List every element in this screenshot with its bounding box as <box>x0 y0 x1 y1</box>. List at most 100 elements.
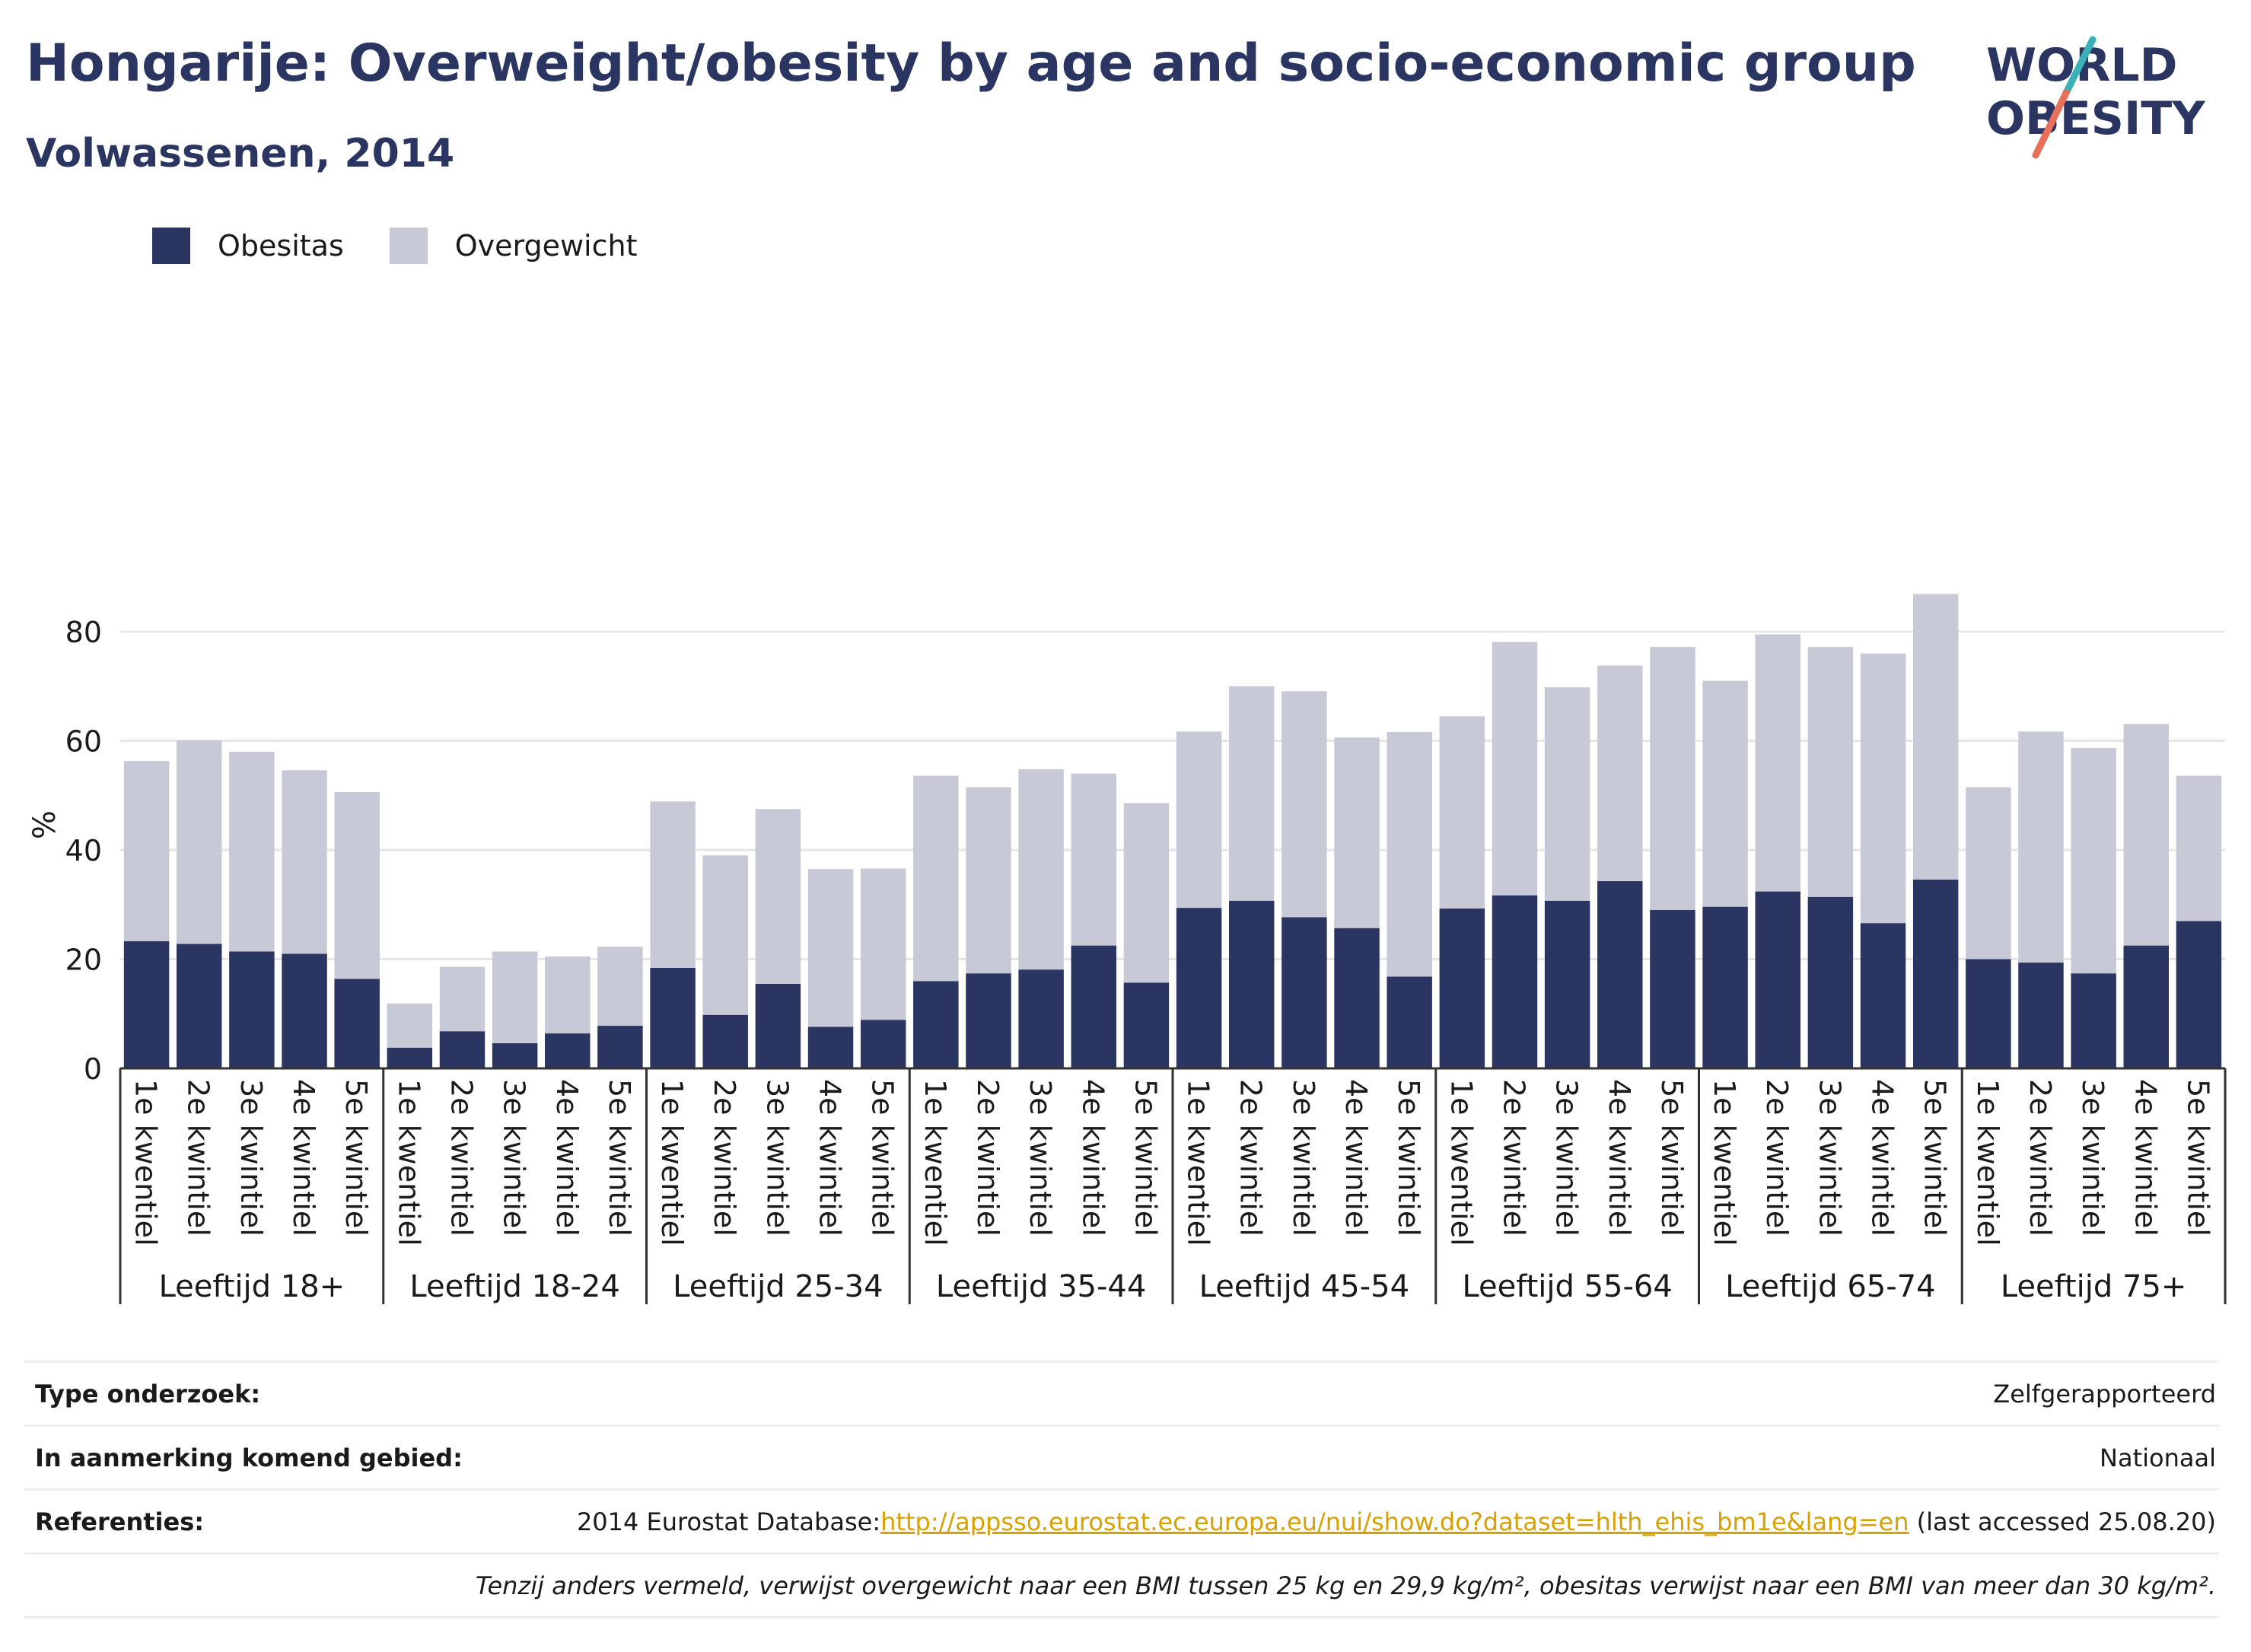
bar-obesity <box>2176 921 2222 1068</box>
x-tick-label: 2e kwintiel <box>971 1079 1005 1237</box>
legend-swatch-overweight <box>389 228 428 264</box>
bar-obesity <box>650 968 696 1068</box>
bar-obesity <box>860 1020 906 1068</box>
bar-obesity <box>702 1014 748 1068</box>
legend-item-obesity[interactable]: Obesitas <box>152 228 344 264</box>
info-table: Type onderzoek: Zelfgerapporteerd In aan… <box>24 1361 2219 1619</box>
bar-overweight <box>545 956 591 1034</box>
bar-overweight <box>1018 769 1064 970</box>
bar-overweight <box>650 801 696 968</box>
bar-obesity <box>282 953 327 1068</box>
bar-obesity <box>2123 945 2170 1068</box>
info-row-note: Tenzij anders vermeld, verwijst overgewi… <box>24 1552 2219 1619</box>
bar-overweight <box>597 947 643 1027</box>
bar-overweight <box>1334 737 1380 928</box>
bar-overweight <box>1387 732 1432 977</box>
info-label: Referenties: <box>35 1507 205 1536</box>
x-tick-label: 3e kwintiel <box>1287 1079 1320 1237</box>
bar-obesity <box>1860 923 1906 1068</box>
group-label: Leeftijd 45-54 <box>1199 1269 1409 1304</box>
stacked-bar-chart: 0 20 40 60 80% 1e kwentiel 2e kwintiel 3e kwint… <box>27 594 2227 1304</box>
reference-value: 2014 Eurostat Database:http://appsso.eur… <box>577 1507 2219 1536</box>
bar-obesity <box>229 951 275 1068</box>
bar-overweight <box>1123 803 1170 983</box>
bar-obesity <box>597 1026 643 1068</box>
x-tick-label: 4e kwintiel <box>2128 1079 2162 1237</box>
x-tick-label: 2e kwintiel <box>2023 1079 2057 1237</box>
bar-obesity <box>1807 896 1854 1068</box>
bar-overweight <box>1702 680 1748 907</box>
x-tick-label: 1e kwentiel <box>392 1079 425 1246</box>
bar-obesity <box>1334 928 1380 1068</box>
bar-overweight <box>1228 686 1275 901</box>
bmi-note: Tenzij anders vermeld, verwijst overgewi… <box>475 1571 2216 1600</box>
bar-overweight <box>755 809 801 984</box>
logo-slash-coral <box>2032 89 2070 159</box>
bar-overweight <box>229 751 275 952</box>
bar-overweight <box>1282 691 1327 918</box>
bar-obesity <box>1492 895 1538 1068</box>
bar-overweight <box>1176 731 1222 909</box>
x-tick-label: 5e kwintiel <box>1129 1079 1162 1237</box>
bar-obesity <box>439 1031 486 1068</box>
bar-obesity <box>1123 982 1170 1068</box>
bar-overweight <box>860 868 906 1020</box>
group-label: Leeftijd 75+ <box>2001 1269 2187 1304</box>
x-tick-label: 1e kwentiel <box>129 1079 163 1246</box>
bar-obesity <box>1439 908 1485 1068</box>
bar-obesity <box>1966 959 2011 1068</box>
bar-obesity <box>1176 908 1222 1068</box>
x-tick-label: 1e kwentiel <box>655 1079 689 1246</box>
bar-overweight <box>387 1003 433 1048</box>
x-tick-label: 4e kwintiel <box>1866 1079 1899 1237</box>
group-label: Leeftijd 35-44 <box>936 1269 1146 1304</box>
bar-obesity <box>807 1027 854 1068</box>
reference-link[interactable]: http://appsso.eurostat.ec.europa.eu/nui/… <box>880 1507 1909 1536</box>
bar-overweight <box>1071 773 1117 946</box>
bar-overweight <box>702 855 748 1015</box>
world-obesity-logo: WORLD OBESITY <box>1986 36 2206 159</box>
info-value: Zelfgerapporteerd <box>1993 1379 2216 1408</box>
bar-obesity <box>966 973 1011 1068</box>
bar-obesity <box>1650 909 1695 1068</box>
logo-slash-teal <box>2062 36 2097 97</box>
bar-obesity <box>176 944 222 1068</box>
bar-overweight <box>2176 775 2222 921</box>
y-tick-label: 40 <box>65 834 102 867</box>
bar-obesity <box>1282 917 1327 1068</box>
bar-overweight <box>1492 641 1538 896</box>
bar-overweight <box>282 770 327 954</box>
x-tick-label: 3e kwintiel <box>760 1079 794 1237</box>
group-label: Leeftijd 18+ <box>159 1269 345 1304</box>
info-row-survey-type: Type onderzoek: Zelfgerapporteerd <box>24 1361 2219 1424</box>
x-tick-label: 2e kwintiel <box>1497 1079 1530 1237</box>
bar-obesity <box>1912 879 1959 1068</box>
y-tick-label: 20 <box>65 944 102 977</box>
x-tick-label: 5e kwintiel <box>866 1079 899 1237</box>
x-tick-label: 4e kwintiel <box>287 1079 320 1237</box>
x-tick-label: 3e kwintiel <box>234 1079 268 1237</box>
x-tick-label: 3e kwintiel <box>1024 1079 1057 1237</box>
bar-overweight <box>1544 687 1590 901</box>
chart-legend: Obesitas Overgewicht <box>152 227 683 265</box>
x-tick-label: 3e kwintiel <box>498 1079 531 1237</box>
page-title: Hongarije: Overweight/obesity by age and… <box>26 33 1916 94</box>
bar-overweight <box>807 869 854 1027</box>
x-tick-label: 5e kwintiel <box>339 1079 373 1237</box>
bar-obesity <box>123 941 170 1068</box>
legend-label-overweight: Overgewicht <box>454 229 638 263</box>
bar-overweight <box>1439 716 1485 909</box>
x-tick-label: 3e kwintiel <box>1550 1079 1584 1237</box>
bar-overweight <box>1860 653 1906 924</box>
x-tick-label: 2e kwintiel <box>1760 1079 1794 1237</box>
info-label: In aanmerking komend gebied: <box>35 1443 463 1472</box>
x-tick-label: 2e kwintiel <box>182 1079 215 1237</box>
legend-item-overweight[interactable]: Overgewicht <box>389 228 638 264</box>
y-tick-label: 80 <box>65 616 102 649</box>
bar-overweight <box>492 951 538 1043</box>
x-tick-label: 1e kwentiel <box>1708 1079 1741 1246</box>
y-tick-label: 0 <box>84 1052 102 1086</box>
bar-overweight <box>176 740 222 944</box>
x-tick-label: 1e kwentiel <box>1971 1079 2004 1246</box>
bar-overweight <box>1597 665 1643 881</box>
